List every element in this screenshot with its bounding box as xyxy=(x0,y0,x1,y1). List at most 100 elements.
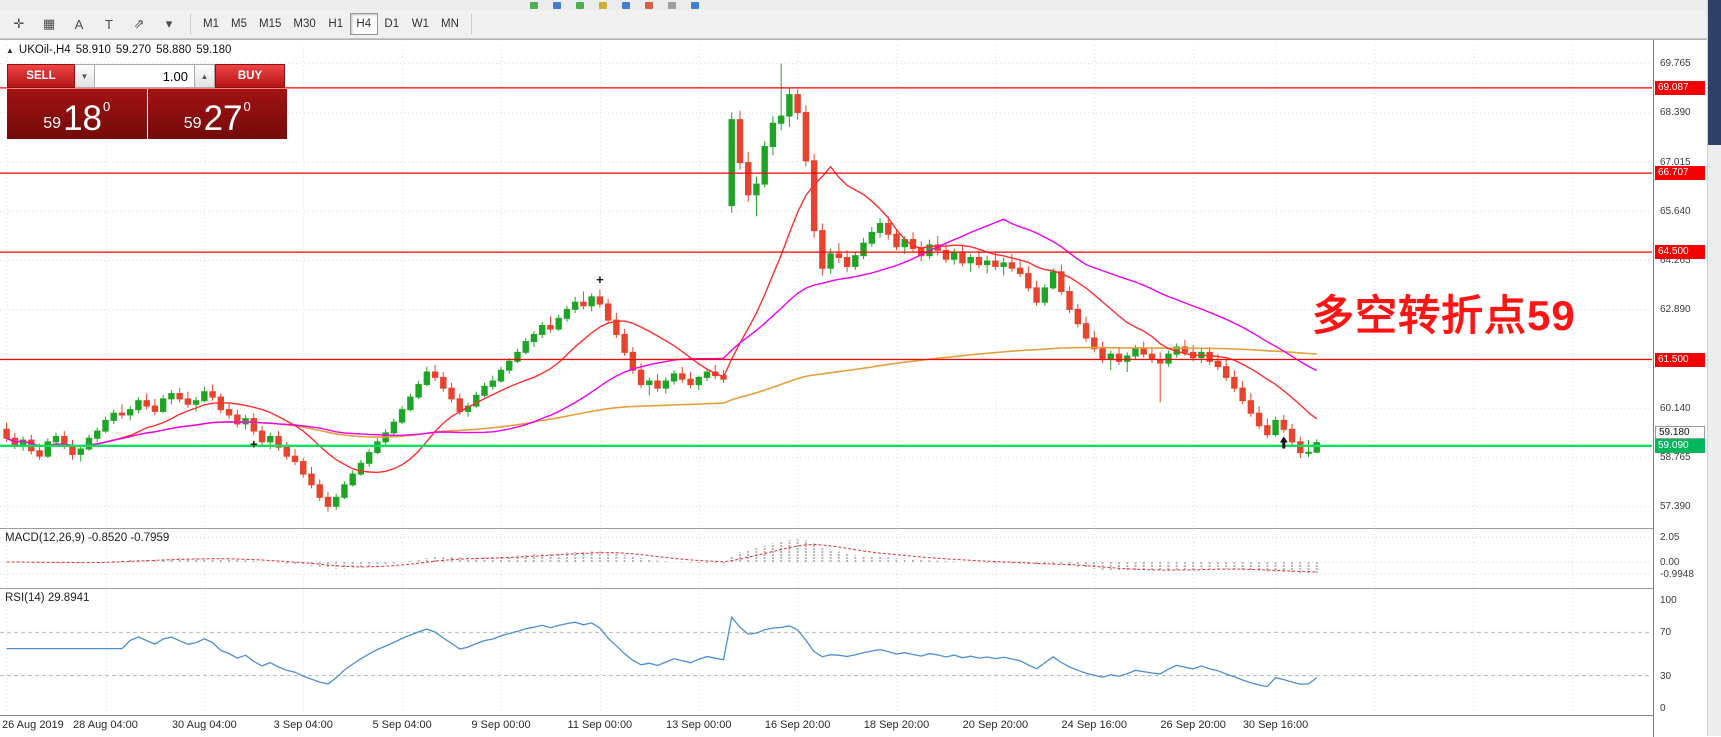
expand-arrow-icon[interactable]: ▲ xyxy=(6,46,14,55)
buy-price-prefix: 59 xyxy=(183,115,202,132)
rsi-label: RSI(14) 29.8941 xyxy=(5,592,90,604)
tf-button-H1[interactable]: H1 xyxy=(328,18,344,30)
buy-button[interactable]: BUY xyxy=(215,64,285,88)
symbol-name: UKOil-,H4 xyxy=(18,44,71,56)
rsi-axis-label: 0 xyxy=(1660,703,1666,714)
crosshair-tool-icon[interactable]: ✛ xyxy=(13,16,25,31)
time-axis-label: 18 Sep 20:00 xyxy=(863,719,930,731)
time-axis-label: 30 Aug 04:00 xyxy=(171,719,237,731)
rsi-axis-label: 100 xyxy=(1660,595,1677,606)
chart-ohlc-header: ▲ UKOil-,H4 58.910 59.270 58.880 59.180 xyxy=(6,44,236,56)
macd-label: MACD(12,26,9) -0.8520 -0.7959 xyxy=(5,532,170,544)
price-axis-label: 65.640 xyxy=(1660,205,1691,217)
rsi-line xyxy=(6,615,1318,688)
tf-button-M30[interactable]: M30 xyxy=(293,18,316,30)
candles-layer xyxy=(3,63,1320,512)
tf-button-W1[interactable]: W1 xyxy=(411,18,429,30)
vertical-scrollbar[interactable] xyxy=(1707,0,1721,736)
sell-price-prefix: 59 xyxy=(43,115,62,132)
arrow-up-marker xyxy=(1279,436,1288,449)
ohlc-low: 58.880 xyxy=(156,44,192,56)
minimized-toolbar-icon xyxy=(599,2,607,9)
macd-axis-label: -0.9948 xyxy=(1660,568,1694,580)
rsi-axis-label: 30 xyxy=(1660,670,1672,682)
tf-button-M5[interactable]: M5 xyxy=(231,18,247,30)
text-tool-icon[interactable]: A xyxy=(74,16,84,32)
time-axis-separator xyxy=(0,715,1721,716)
dropdown-chevron-icon[interactable]: ▾ xyxy=(165,16,173,31)
time-axis-label: 26 Sep 20:00 xyxy=(1160,719,1226,731)
tf-button-H4[interactable]: H4 xyxy=(349,13,378,35)
minimized-toolbar-icon xyxy=(645,2,653,9)
main-chart-canvas[interactable]: ++ xyxy=(0,45,1652,527)
buy-price-sup: 0 xyxy=(243,99,251,114)
price-axis-label: 62.890 xyxy=(1660,304,1691,316)
arrows-tool-icon[interactable]: ⇗ xyxy=(133,16,145,31)
volume-input[interactable] xyxy=(95,64,195,88)
price-axis: 69.765 68.390 67.015 65.640 64.265 62.890 60.1… xyxy=(1653,40,1708,737)
minimized-toolbar-icon xyxy=(622,2,630,9)
buy-price-button[interactable]: 59 27 0 xyxy=(147,89,287,139)
price-tag-red: 61.500 xyxy=(1655,352,1705,367)
chart-window: ▲ UKOil-,H4 58.910 59.270 58.880 59.180 SELL … xyxy=(0,39,1721,737)
panel-separator[interactable] xyxy=(0,528,1721,529)
price-axis-label: 64.265 xyxy=(1660,255,1691,267)
price-tag-red: 66.707 xyxy=(1655,166,1705,181)
time-axis-label: 24 Sep 16:00 xyxy=(1061,719,1127,731)
timeframe-buttons-group: M1 M5 M15 M30 H1 H4 D1 W1 MN xyxy=(197,13,465,35)
time-axis-label: 11 Sep 00:00 xyxy=(567,719,633,731)
price-axis-label: 58.765 xyxy=(1660,451,1691,463)
volume-up-button[interactable]: ▲ xyxy=(195,64,215,88)
toolbar-separator xyxy=(190,14,191,34)
panel-separator[interactable] xyxy=(0,588,1721,589)
time-axis-label: 28 Aug 04:00 xyxy=(73,719,138,731)
tf-button-D1[interactable]: D1 xyxy=(384,18,400,30)
scrollbar-thumb[interactable] xyxy=(1708,0,1721,145)
text-label-tool-icon[interactable]: T xyxy=(105,16,113,32)
ohlc-close: 59.180 xyxy=(196,44,232,56)
price-axis-label: 60.140 xyxy=(1660,402,1691,414)
cross-marker: + xyxy=(250,437,258,452)
chevron-down-icon: ▼ xyxy=(80,71,89,81)
minimized-toolbar-icon xyxy=(530,2,538,9)
price-tag-green: 59.090 xyxy=(1655,438,1705,453)
volume-down-button[interactable]: ▼ xyxy=(75,64,95,88)
tf-button-M15[interactable]: M15 xyxy=(259,18,282,30)
rsi-axis-label: 70 xyxy=(1660,627,1672,639)
price-tag-red: 64.500 xyxy=(1655,245,1705,260)
ohlc-open: 58.910 xyxy=(75,44,111,56)
time-axis-label: 26 Aug 2019 xyxy=(2,719,64,731)
time-axis-label: 5 Sep 04:00 xyxy=(372,719,432,731)
cross-marker: + xyxy=(596,272,604,287)
tf-button-M1[interactable]: M1 xyxy=(203,18,219,30)
toolbar-separator xyxy=(470,14,472,34)
sell-button[interactable]: SELL xyxy=(7,64,75,88)
drawing-tools-group: ✛ ▦ A T ⇗ ▾ xyxy=(4,12,184,36)
macd-signal-line xyxy=(6,543,1317,573)
time-axis-label: 13 Sep 00:00 xyxy=(666,719,732,731)
ma-mid-magenta xyxy=(6,218,1318,447)
chevron-up-icon: ▲ xyxy=(200,71,209,81)
minimized-toolbar-icon xyxy=(668,2,676,9)
macd-canvas[interactable] xyxy=(0,530,1652,588)
macd-axis-label: 2.05 xyxy=(1660,532,1680,544)
sell-price-button[interactable]: 59 18 0 xyxy=(7,89,147,139)
toolbar: ✛ ▦ A T ⇗ ▾ M1 M5 M15 M30 H1 H4 D1 W1 MN xyxy=(0,10,1721,39)
tf-button-MN[interactable]: MN xyxy=(441,18,459,30)
time-axis-label: 20 Sep 20:00 xyxy=(962,719,1029,731)
price-tag-red: 69.087 xyxy=(1655,80,1705,95)
rsi-canvas[interactable] xyxy=(0,590,1652,714)
price-axis-label: 69.765 xyxy=(1660,58,1691,70)
minimized-toolbar-icon xyxy=(691,2,699,9)
grid-indicator-icon[interactable]: ▦ xyxy=(42,16,56,31)
time-axis-label: 3 Sep 04:00 xyxy=(273,719,333,731)
time-axis-label: 9 Sep 00:00 xyxy=(471,719,531,731)
price-tag-bid: 59.180 xyxy=(1655,425,1705,439)
price-axis-label: 57.390 xyxy=(1660,501,1691,513)
time-axis: 26 Aug 2019 28 Aug 04:00 30 Aug 04:00 3 Sep… xyxy=(0,717,1652,737)
buy-price-big: 27 xyxy=(203,99,243,139)
price-axis-label: 67.015 xyxy=(1660,156,1691,168)
grid-layer xyxy=(0,45,1652,527)
sell-price-big: 18 xyxy=(63,99,102,139)
